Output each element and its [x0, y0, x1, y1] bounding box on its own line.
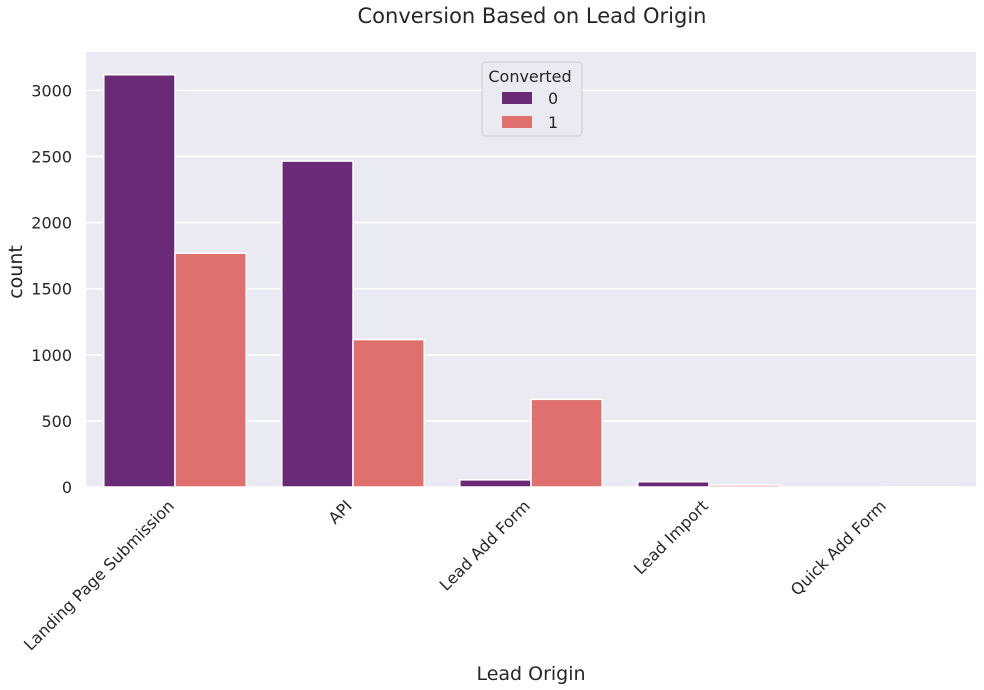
legend-swatch — [502, 92, 532, 104]
bar-landing-page-submission-series-1 — [174, 252, 247, 488]
bar-lead-import-series-0 — [637, 480, 710, 488]
x-axis-label: Lead Origin — [476, 663, 585, 685]
y-tick-label: 0 — [62, 478, 72, 497]
legend-label: 0 — [548, 89, 558, 108]
legend-label: 1 — [548, 113, 558, 132]
x-tick-label: Landing Page Submission — [20, 496, 178, 654]
x-tick-label: Lead Import — [630, 496, 712, 578]
y-axis-label: count — [5, 245, 27, 299]
bar-lead-add-form-series-1 — [530, 398, 603, 488]
x-axis-ticks: Landing Page Submission API Lead Add Form L… — [20, 496, 890, 654]
y-tick-label: 1500 — [31, 280, 72, 299]
bar-lead-import-series-1 — [708, 484, 781, 488]
bar-landing-page-submission-series-0 — [103, 73, 176, 488]
bars-group — [103, 73, 959, 488]
legend-swatch — [502, 116, 532, 128]
legend: Converted 0 1 — [481, 61, 583, 137]
y-tick-label: 1000 — [31, 346, 72, 365]
chart-title: Conversion Based on Lead Origin — [358, 4, 707, 28]
x-tick-label: Lead Add Form — [436, 496, 534, 594]
y-axis-ticks: 0 500 1000 1500 2000 2500 3000 — [31, 81, 72, 497]
legend-title: Converted — [488, 67, 571, 86]
bar-lead-add-form-series-0 — [459, 479, 532, 488]
y-tick-label: 3000 — [31, 81, 72, 100]
x-tick-label: Quick Add Form — [787, 496, 890, 599]
bar-api-series-1 — [352, 338, 425, 488]
x-tick-label: API — [324, 496, 355, 527]
y-tick-label: 500 — [41, 412, 72, 431]
bar-api-series-0 — [281, 160, 354, 488]
y-tick-label: 2500 — [31, 147, 72, 166]
y-tick-label: 2000 — [31, 214, 72, 233]
